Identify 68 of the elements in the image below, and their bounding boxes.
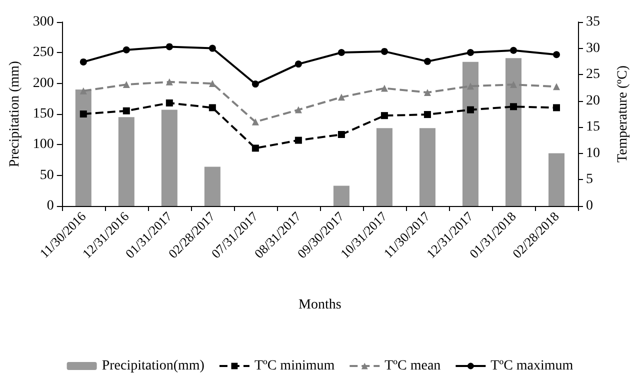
- point: [252, 144, 259, 152]
- point: [80, 58, 87, 66]
- y-tick-label: 150: [32, 106, 54, 122]
- y2-tick-label: 0: [586, 198, 593, 214]
- point: [552, 104, 560, 112]
- y2-axis-title: Temperature (ºC): [616, 65, 630, 163]
- point: [466, 82, 474, 90]
- legend-label: TºC mean: [384, 358, 441, 374]
- y-tick-label: 0: [46, 198, 54, 214]
- y-tick-label: 300: [32, 14, 54, 30]
- point: [466, 48, 474, 56]
- bar: [204, 166, 220, 206]
- point: [380, 48, 388, 55]
- bar: [505, 58, 522, 206]
- y2-tick-label: 5: [586, 172, 593, 188]
- point: [252, 118, 259, 126]
- y2-tick-label: 10: [586, 146, 600, 161]
- bar: [118, 117, 134, 206]
- point: [166, 43, 173, 50]
- point: [466, 106, 474, 114]
- bar: [333, 186, 350, 206]
- point: [380, 84, 388, 92]
- point: [80, 110, 87, 118]
- point: [294, 136, 302, 144]
- point: [208, 104, 216, 112]
- legend-label: TºC minimum: [254, 358, 335, 374]
- point: [122, 46, 130, 54]
- point: [80, 87, 87, 94]
- y-tick-label: 250: [32, 45, 54, 60]
- point: [294, 106, 302, 114]
- bar: [75, 89, 92, 206]
- point: [510, 81, 517, 88]
- y2-tick-label: 35: [586, 14, 600, 30]
- legend-label: Precipitation(mm): [102, 358, 205, 374]
- point: [122, 107, 130, 114]
- point: [510, 103, 517, 110]
- x-axis-title: Months: [298, 298, 342, 312]
- y-tick-label: 200: [32, 76, 54, 91]
- bar: [548, 153, 564, 206]
- point: [166, 78, 173, 86]
- point: [424, 88, 431, 96]
- point: [122, 81, 130, 88]
- point: [252, 80, 259, 88]
- bar: [462, 62, 478, 206]
- point: [553, 51, 560, 58]
- point: [166, 99, 173, 106]
- y-tick-label: 100: [32, 137, 54, 152]
- y2-tick-label: 15: [586, 120, 600, 135]
- point: [294, 60, 302, 68]
- bar: [419, 128, 436, 206]
- y-axis-title: Precipitation (mm): [8, 60, 22, 168]
- y2-tick-label: 30: [586, 40, 600, 56]
- point: [510, 46, 517, 54]
- point: [424, 58, 431, 65]
- point: [552, 83, 560, 90]
- point: [338, 94, 345, 101]
- point: [338, 131, 345, 138]
- y-tick-label: 50: [40, 168, 54, 183]
- bar: [376, 128, 392, 206]
- point: [424, 111, 431, 118]
- y2-tick-label: 20: [586, 93, 600, 108]
- point: [338, 48, 345, 56]
- point: [380, 112, 388, 120]
- bar: [161, 110, 178, 206]
- legend-label: TºC maximum: [490, 358, 574, 374]
- y2-tick-label: 25: [586, 67, 600, 82]
- point: [208, 44, 216, 52]
- point: [208, 80, 216, 88]
